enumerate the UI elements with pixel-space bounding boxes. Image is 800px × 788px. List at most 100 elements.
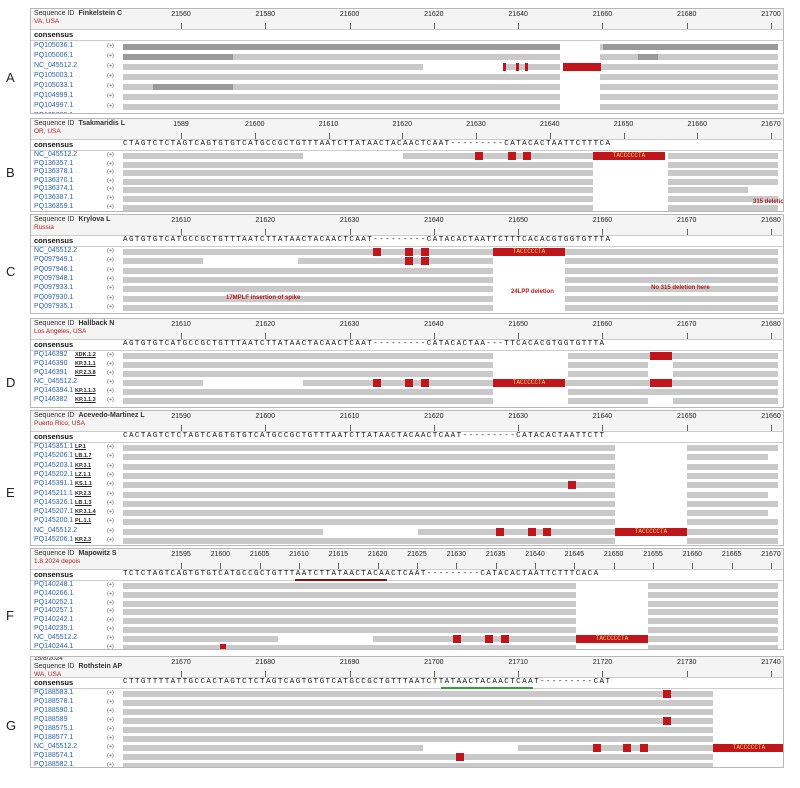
sequence-row[interactable]: PQ140257.1 (+)	[31, 607, 783, 617]
expand-toggle[interactable]: (+)	[107, 177, 114, 184]
sequence-row[interactable]: PQ097930.1 (+)	[31, 293, 783, 303]
sequence-row[interactable]: PQ140244.1 (+)	[31, 642, 783, 650]
sequence-row[interactable]: PQ136359.1 (+)	[31, 202, 783, 211]
accession-link[interactable]: PQ097946.1	[34, 265, 74, 273]
accession-link[interactable]: PQ105006.1	[34, 52, 74, 59]
sequence-row[interactable]: PQ097933.1 (+)	[31, 284, 783, 294]
expand-toggle[interactable]: (+)	[107, 643, 114, 650]
sequence-row[interactable]: NC_045512.2 (+) TACCCCCTA	[31, 247, 783, 256]
accession-link[interactable]: PQ136387.1	[34, 194, 74, 201]
expand-toggle[interactable]: (+)	[107, 113, 114, 114]
accession-link[interactable]: PQ145200.1	[34, 517, 74, 525]
expand-toggle[interactable]: (+)	[107, 73, 114, 79]
expand-toggle[interactable]: (+)	[107, 103, 114, 109]
accession-link[interactable]: PQ145391.1	[34, 480, 74, 488]
sequence-row[interactable]: PQ145211.1 KP.2.3 (+)	[31, 489, 783, 499]
expand-toggle[interactable]: (+)	[107, 248, 114, 254]
sequence-row[interactable]: PQ136357.1 (+)	[31, 159, 783, 169]
accession-link[interactable]: PQ140266.1	[34, 589, 74, 597]
sequence-id-header[interactable]: Sequence ID Finkelstein C VA, USA	[34, 10, 122, 26]
expand-toggle[interactable]: (+)	[107, 169, 114, 176]
sequence-id-header[interactable]: Sequence ID Krylova L Russia	[34, 216, 110, 232]
accession-link[interactable]: PQ146392	[34, 351, 68, 358]
accession-link[interactable]: PQ145203.1	[34, 461, 74, 469]
accession-link[interactable]: PQ140252.1	[34, 598, 74, 606]
sequence-row[interactable]: PQ146382 KP.1.1.3 (+)	[31, 396, 783, 405]
expand-toggle[interactable]: (+)	[107, 744, 114, 750]
accession-link[interactable]: PQ097949.1	[34, 256, 74, 264]
sequence-row[interactable]: PQ140235.1 (+)	[31, 625, 783, 634]
accession-link[interactable]: NC_045512.2	[34, 743, 78, 750]
expand-toggle[interactable]: (+)	[107, 634, 114, 641]
sequence-row[interactable]: PQ136374.1 (+)	[31, 185, 783, 195]
accession-link[interactable]: PQ188589	[34, 716, 68, 723]
sequence-row[interactable]: NC_045512.2 (+) TACCCCCTA	[31, 743, 783, 752]
accession-link[interactable]: PQ188575.1	[34, 725, 74, 732]
sequence-row[interactable]: PQ145326.1 LB.1.3 (+)	[31, 499, 783, 508]
sequence-row[interactable]: PQ146392 XDK.1.2 (+)	[31, 351, 783, 360]
accession-link[interactable]: PQ105025.1	[34, 112, 73, 113]
accession-link[interactable]: PQ097930.1	[34, 293, 74, 301]
sequence-row[interactable]: PQ188578.1 (+)	[31, 698, 783, 707]
expand-toggle[interactable]: (+)	[107, 83, 114, 89]
accession-link[interactable]: PQ146382	[34, 396, 68, 403]
expand-toggle[interactable]: (+)	[107, 266, 114, 273]
accession-link[interactable]: PQ145202.1	[34, 470, 74, 478]
accession-link[interactable]: PQ136359.1	[34, 202, 74, 210]
expand-toggle[interactable]: (+)	[107, 370, 114, 376]
sequence-id-header[interactable]: Sequence ID Acevedo-Martinez L Puerto Rico…	[34, 412, 145, 428]
expand-toggle[interactable]: (+)	[107, 582, 114, 588]
sequence-row[interactable]: PQ145351.1 LP.1 (+)	[31, 443, 783, 452]
accession-link[interactable]: PQ097935.1	[34, 302, 74, 310]
sequence-row[interactable]: PQ145202.1 LZ.1.1 (+)	[31, 470, 783, 480]
sequence-row[interactable]: PQ140252.1 (+)	[31, 598, 783, 608]
expand-toggle[interactable]: (+)	[107, 152, 114, 158]
accession-link[interactable]: PQ097948.1	[34, 274, 74, 282]
expand-toggle[interactable]: (+)	[107, 160, 114, 167]
expand-toggle[interactable]: (+)	[107, 518, 114, 525]
accession-link[interactable]: PQ146394.1	[34, 387, 74, 394]
sequence-row[interactable]: PQ136387.1 (+)	[31, 194, 783, 203]
accession-link[interactable]: PQ145207.1	[34, 508, 74, 516]
expand-toggle[interactable]: (+)	[107, 699, 114, 705]
expand-toggle[interactable]: (+)	[107, 753, 114, 759]
accession-link[interactable]: PQ145351.1	[34, 443, 74, 450]
accession-link[interactable]: PQ140242.1	[34, 616, 74, 624]
sequence-row[interactable]: PQ097935.1 (+)	[31, 302, 783, 312]
sequence-row[interactable]: PQ145206.1 KP.2.3 (+)	[31, 536, 783, 545]
accession-link[interactable]: PQ188574.1	[34, 752, 74, 759]
sequence-row[interactable]: PQ097948.1 (+)	[31, 274, 783, 284]
expand-toggle[interactable]: (+)	[107, 509, 114, 516]
sequence-row[interactable]: PQ105006.1 (+)	[31, 52, 783, 61]
accession-link[interactable]: PQ146391	[34, 369, 68, 376]
expand-toggle[interactable]: (+)	[107, 762, 114, 768]
sequence-row[interactable]: NC_045512.2 (+) TACCCCCTA	[31, 151, 783, 160]
sequence-row[interactable]: PQ146391 KP.2.3.8 (+)	[31, 369, 783, 378]
sequence-row[interactable]: PQ136378.1 (+)	[31, 168, 783, 178]
accession-link[interactable]: PQ188583.1	[34, 689, 74, 696]
accession-link[interactable]: PQ104997.1	[34, 102, 74, 109]
accession-link[interactable]: PQ105033.1	[34, 82, 74, 89]
sequence-row[interactable]: PQ145200.1 PL.1.1 (+)	[31, 517, 783, 527]
expand-toggle[interactable]: (+)	[107, 453, 114, 460]
accession-link[interactable]: PQ140244.1	[34, 642, 74, 650]
accession-link[interactable]: PQ145211.1	[34, 489, 73, 497]
accession-link[interactable]: PQ188590.1	[34, 707, 74, 714]
expand-toggle[interactable]: (+)	[107, 444, 114, 450]
expand-toggle[interactable]: (+)	[107, 275, 114, 282]
sequence-row[interactable]: PQ188574.1 (+)	[31, 752, 783, 761]
accession-link[interactable]: PQ105003.1	[34, 72, 74, 79]
sequence-row[interactable]: PQ140266.1 (+)	[31, 589, 783, 599]
expand-toggle[interactable]: (+)	[107, 471, 114, 478]
sequence-row[interactable]: PQ097946.1 (+)	[31, 265, 783, 275]
expand-toggle[interactable]: (+)	[107, 285, 114, 292]
accession-link[interactable]: PQ145206.1	[34, 536, 74, 543]
expand-toggle[interactable]: (+)	[107, 195, 114, 201]
expand-toggle[interactable]: (+)	[107, 527, 114, 534]
accession-link[interactable]: PQ136357.1	[34, 159, 74, 167]
sequence-row[interactable]: PQ146394.1 KP.1.1.3 (+)	[31, 387, 783, 396]
accession-link[interactable]: PQ188577.1	[34, 734, 74, 741]
accession-link[interactable]: PQ145206.1	[34, 452, 74, 460]
expand-toggle[interactable]: (+)	[107, 361, 114, 367]
expand-toggle[interactable]: (+)	[107, 708, 114, 714]
